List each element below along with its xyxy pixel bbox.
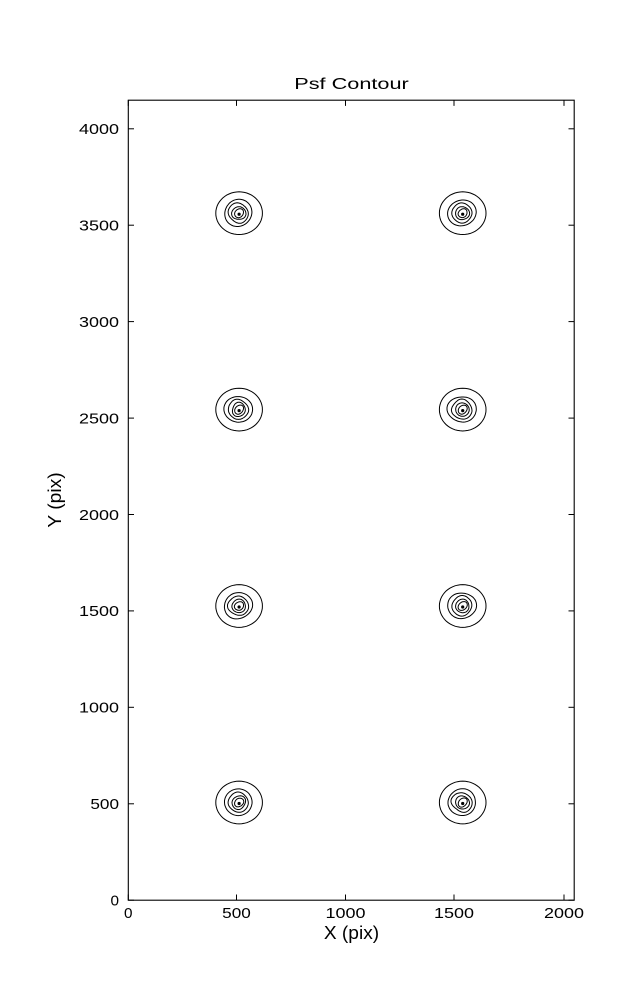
svg-text:3500: 3500 [79, 218, 119, 235]
svg-text:X (pix): X (pix) [324, 923, 379, 943]
svg-text:Psf Contour: Psf Contour [294, 76, 409, 93]
svg-text:Y (pix): Y (pix) [45, 472, 65, 527]
svg-text:1500: 1500 [79, 603, 119, 620]
svg-text:2000: 2000 [79, 507, 119, 524]
svg-text:1000: 1000 [79, 700, 119, 717]
svg-text:4000: 4000 [79, 121, 119, 138]
svg-text:500: 500 [222, 905, 251, 922]
svg-text:1500: 1500 [434, 905, 474, 922]
svg-text:1000: 1000 [326, 905, 366, 922]
svg-text:0: 0 [111, 893, 120, 910]
svg-text:0: 0 [124, 905, 133, 922]
svg-text:500: 500 [90, 796, 119, 813]
svg-text:3000: 3000 [79, 314, 119, 331]
svg-text:2000: 2000 [544, 905, 584, 922]
svg-text:2500: 2500 [79, 410, 119, 427]
